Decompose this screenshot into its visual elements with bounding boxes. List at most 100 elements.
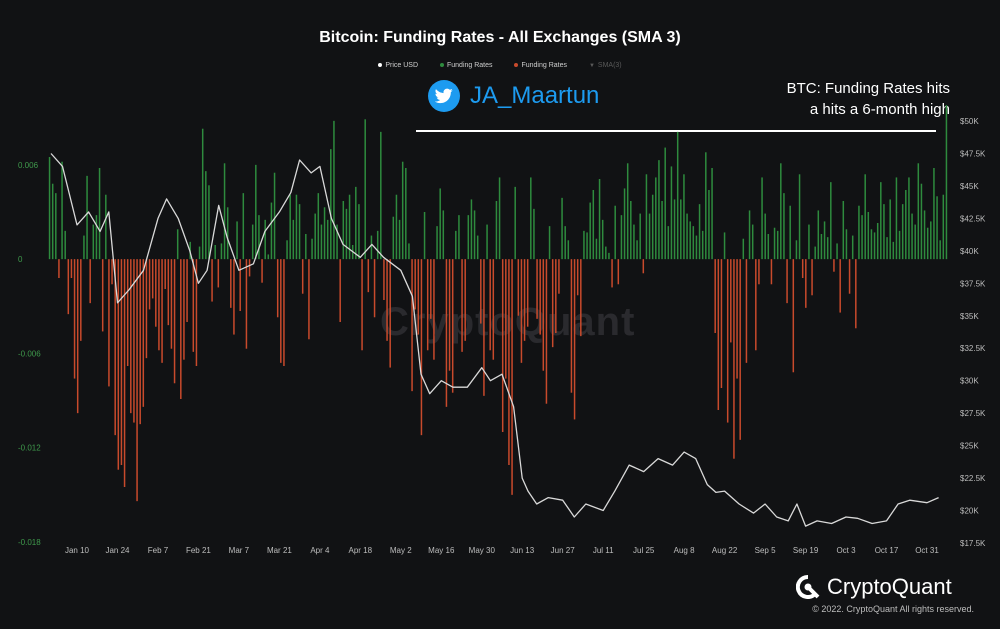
funding-bar [286, 240, 288, 260]
twitter-handle-text[interactable]: JA_Maartun [470, 82, 600, 109]
funding-bar [345, 208, 348, 260]
funding-bar [514, 186, 516, 260]
funding-bar [823, 221, 826, 260]
x-axis-tick: Mar 21 [267, 546, 292, 555]
funding-bar [889, 199, 891, 260]
funding-bar [161, 259, 163, 363]
funding-bar [551, 259, 554, 348]
funding-bar [439, 188, 441, 260]
right-axis-tick: $35K [960, 312, 979, 321]
funding-bar [526, 259, 529, 327]
funding-bar [242, 193, 245, 260]
funding-bar [211, 259, 213, 302]
funding-bar [148, 259, 151, 310]
funding-bar [267, 254, 270, 260]
funding-bar [458, 215, 460, 260]
right-axis-tick: $20K [960, 507, 979, 516]
funding-bar [698, 204, 701, 260]
right-axis-tick: $37.5K [960, 279, 986, 288]
funding-bar [301, 259, 304, 294]
funding-bar [592, 190, 595, 260]
funding-bar [545, 259, 548, 404]
funding-bar [170, 259, 173, 349]
funding-bar [830, 182, 832, 260]
left-axis-tick: 0.006 [18, 161, 39, 170]
price-line [50, 153, 939, 527]
funding-bar [108, 259, 110, 387]
funding-bar [751, 224, 754, 260]
funding-bar [101, 259, 104, 332]
right-axis-tick: $47.5K [960, 150, 986, 159]
legend-label: Funding Rates [521, 62, 567, 69]
funding-bar [76, 259, 79, 414]
x-axis-tick: Apr 18 [349, 546, 373, 555]
funding-bar [195, 259, 198, 366]
funding-bar [489, 259, 491, 351]
x-axis-tick: Oct 31 [915, 546, 939, 555]
funding-bar [880, 182, 882, 260]
x-axis-tick: Sep 5 [755, 546, 776, 555]
funding-bar [314, 213, 316, 260]
legend-item-price[interactable]: Price USD [378, 62, 418, 69]
funding-bar [261, 259, 263, 283]
funding-bar [833, 259, 835, 272]
legend-item-sma[interactable]: ▼ SMA(3) [589, 62, 622, 69]
funding-bar [308, 259, 310, 340]
funding-bar [48, 157, 51, 260]
funding-bar [736, 259, 738, 379]
funding-bar [580, 259, 582, 337]
funding-bar [636, 240, 638, 260]
funding-bar [926, 227, 929, 260]
funding-bar [130, 259, 132, 414]
right-axis-tick: $42.5K [960, 214, 986, 223]
funding-bar [814, 246, 816, 260]
funding-bar [455, 230, 457, 260]
right-axis-tick: $27.5K [960, 409, 986, 418]
funding-bar [214, 245, 216, 260]
funding-bar [558, 259, 560, 294]
funding-bar [105, 194, 107, 260]
right-axis-tick: $25K [960, 442, 979, 451]
funding-bar [555, 259, 557, 333]
funding-bar [251, 224, 254, 260]
cryptoquant-brand: CryptoQuant [796, 574, 952, 600]
funding-bar [283, 259, 285, 366]
funding-bar [586, 232, 588, 260]
funding-bar [55, 193, 57, 260]
funding-bar [601, 219, 604, 260]
funding-bar [442, 210, 445, 260]
funding-bar [483, 259, 485, 396]
legend-item-funding-neg[interactable]: Funding Rates [514, 62, 567, 69]
copyright: © 2022. CryptoQuant All rights reserved. [812, 604, 974, 614]
funding-bar [142, 259, 145, 407]
funding-bar [536, 259, 538, 319]
legend-item-funding-pos[interactable]: Funding Rates [439, 62, 493, 69]
funding-bar [911, 213, 913, 260]
funding-bar [58, 259, 60, 278]
funding-bar [808, 224, 810, 260]
funding-bar [945, 105, 948, 260]
funding-bar [898, 230, 901, 260]
right-axis-tick: $17.5K [960, 539, 986, 548]
funding-bar [717, 259, 720, 410]
funding-bar [464, 259, 466, 341]
funding-bar [608, 252, 610, 260]
funding-bar [223, 163, 226, 260]
x-axis-tick: May 16 [428, 546, 455, 555]
funding-bar [914, 224, 916, 260]
funding-bar [408, 243, 410, 260]
funding-bar [780, 163, 782, 260]
funding-bar [930, 221, 932, 260]
funding-bar [136, 259, 138, 502]
funding-bar [767, 234, 770, 260]
funding-bar [230, 259, 232, 308]
funding-bar [114, 259, 116, 436]
funding-bar [201, 128, 204, 260]
funding-bar [848, 259, 851, 294]
funding-bar [486, 224, 488, 260]
right-axis-tick: $32.5K [960, 344, 986, 353]
funding-bar [398, 219, 401, 260]
funding-bar [942, 194, 945, 260]
funding-bar [733, 259, 735, 459]
